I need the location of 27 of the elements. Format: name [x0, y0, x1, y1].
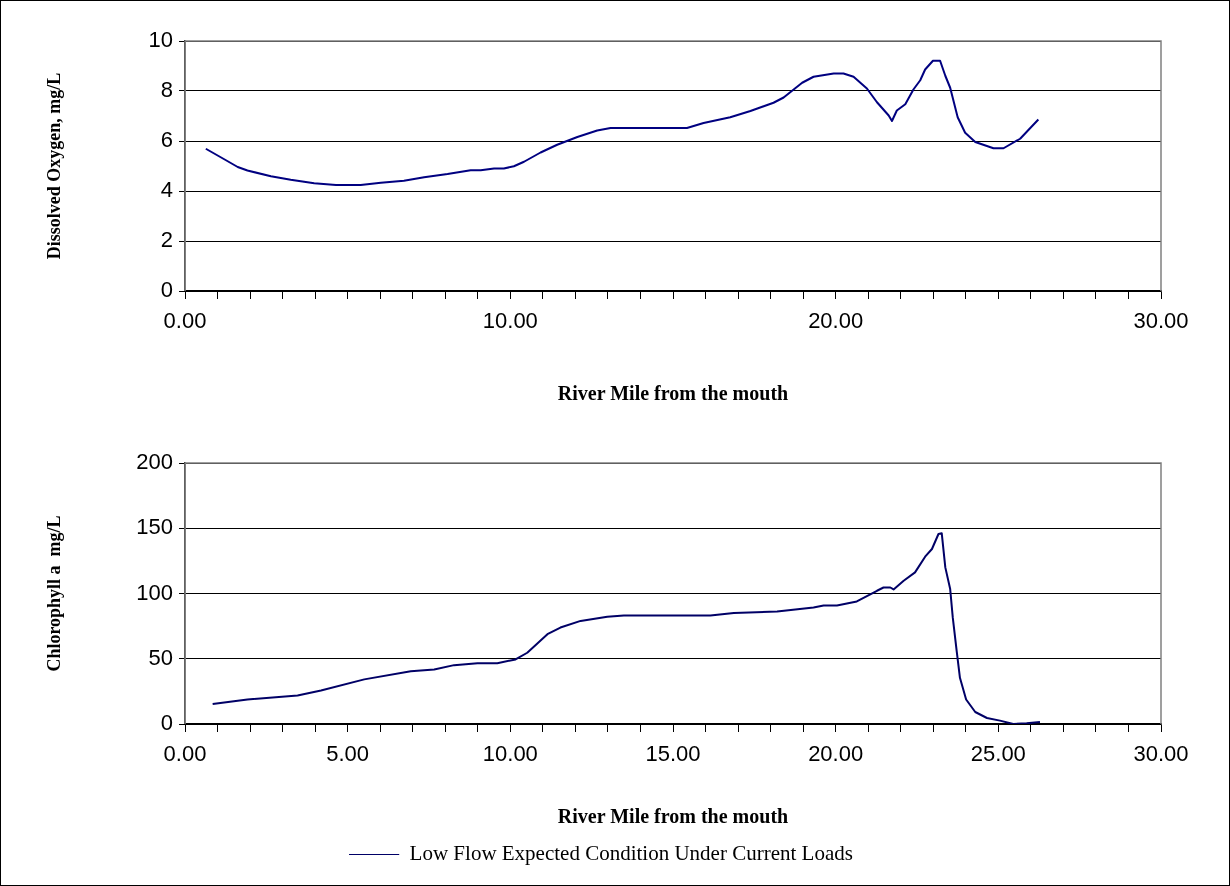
y-axis-title: Dissolved Oxygen, mg/L: [44, 72, 65, 260]
x-axis-title: River Mile from the mouth: [557, 805, 789, 828]
x-tick-label: 0.00: [163, 308, 207, 334]
x-tick-label: 0.00: [163, 741, 207, 767]
y-tick-label: 4: [160, 177, 173, 203]
y-tick-label: 200: [136, 449, 173, 475]
x-tick-label: 20.00: [808, 741, 864, 767]
y-tick-label: 50: [148, 644, 173, 670]
x-axis-title: River Mile from the mouth: [557, 382, 789, 405]
y-tick-label: 150: [136, 514, 173, 540]
legend-label: Low Flow Expected Condition Under Current Loads: [409, 841, 853, 866]
y-tick-label: 6: [160, 127, 173, 153]
x-tick-label: 30.00: [1133, 308, 1189, 334]
y-tick-label: 8: [160, 77, 173, 103]
y-tick-label: 100: [136, 579, 173, 605]
x-tick-label: 15.00: [645, 741, 701, 767]
x-tick-label: 10.00: [482, 741, 538, 767]
y-tick-label: 10: [148, 27, 173, 53]
x-tick-label: 30.00: [1133, 741, 1189, 767]
y-axis-title: Chlorophyll a mg/L: [44, 515, 65, 672]
y-tick-label: 2: [160, 227, 173, 253]
y-tick-label: 0: [160, 277, 173, 303]
x-tick-label: 5.00: [326, 741, 370, 767]
y-tick-label: 0: [160, 710, 173, 736]
x-tick-label: 20.00: [808, 308, 864, 334]
x-tick-label: 25.00: [970, 741, 1026, 767]
x-tick-label: 10.00: [482, 308, 538, 334]
